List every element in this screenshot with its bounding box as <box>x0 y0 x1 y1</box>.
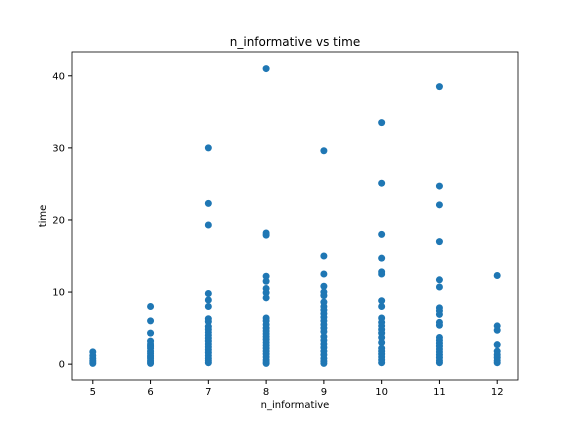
y-tick-label: 30 <box>52 143 65 154</box>
point <box>493 271 501 279</box>
point <box>204 144 212 152</box>
x-tick-label: 10 <box>375 387 388 398</box>
point <box>320 292 328 300</box>
point <box>378 333 386 341</box>
point <box>89 359 97 367</box>
point <box>378 302 386 310</box>
point <box>378 359 386 367</box>
point <box>320 147 328 155</box>
point <box>378 254 386 262</box>
chart-title: n_informative vs time <box>230 35 361 49</box>
x-axis-label: n_informative <box>261 400 330 411</box>
y-axis-label: time <box>38 205 49 228</box>
point <box>378 270 386 278</box>
point <box>378 339 386 347</box>
x-tick-label: 7 <box>205 387 211 398</box>
point <box>435 359 443 367</box>
x-tick-label: 12 <box>491 387 504 398</box>
point <box>435 201 443 209</box>
point <box>147 329 155 337</box>
point <box>204 289 212 297</box>
point <box>493 359 501 367</box>
point <box>204 359 212 367</box>
point <box>493 326 501 334</box>
point <box>435 238 443 246</box>
x-tick-label: 11 <box>433 387 446 398</box>
point <box>435 310 443 318</box>
point <box>320 328 328 336</box>
x-tick-label: 6 <box>147 387 153 398</box>
point <box>378 179 386 187</box>
point <box>262 289 270 297</box>
point <box>435 83 443 91</box>
point <box>204 318 212 326</box>
point <box>435 276 443 284</box>
point <box>147 359 155 367</box>
point <box>320 359 328 367</box>
point <box>147 302 155 310</box>
y-tick-label: 0 <box>59 360 65 371</box>
point <box>320 252 328 260</box>
point <box>378 297 386 305</box>
point <box>262 277 270 285</box>
point <box>147 317 155 325</box>
point <box>435 283 443 291</box>
plot-frame <box>71 51 519 381</box>
point <box>262 272 270 280</box>
y-tick-label: 20 <box>52 215 65 226</box>
point <box>262 65 270 73</box>
point <box>378 119 386 127</box>
point <box>204 296 212 304</box>
x-tick-label: 8 <box>263 387 269 398</box>
point <box>204 199 212 207</box>
point <box>320 270 328 278</box>
point <box>262 231 270 239</box>
point <box>262 294 270 302</box>
point <box>435 321 443 329</box>
y-tick-label: 40 <box>52 71 65 82</box>
x-tick-label: 5 <box>90 387 96 398</box>
point <box>204 221 212 229</box>
point <box>493 341 501 349</box>
point <box>204 302 212 310</box>
point <box>378 230 386 238</box>
point <box>320 282 328 290</box>
y-tick-label: 10 <box>52 288 65 299</box>
point <box>262 359 270 367</box>
x-tick-label: 9 <box>321 387 327 398</box>
point <box>435 182 443 190</box>
